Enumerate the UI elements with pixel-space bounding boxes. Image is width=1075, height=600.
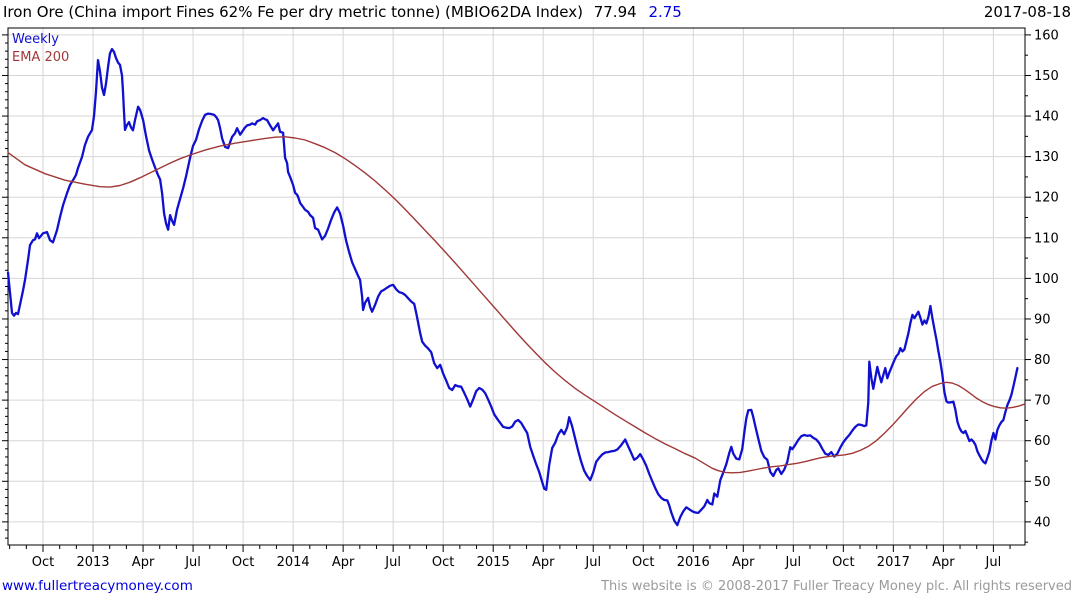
- ema-line: [7, 136, 1026, 474]
- plot-border: [7, 27, 1026, 546]
- x-tick-label: Oct: [432, 555, 454, 570]
- x-tick-label: Jul: [784, 555, 801, 570]
- y-tick-label: 80: [1034, 353, 1051, 368]
- x-tick-label: 2016: [677, 555, 710, 570]
- y-tick-label: 70: [1034, 394, 1051, 409]
- x-tick-label: Oct: [232, 555, 254, 570]
- last-price: 77.94: [593, 3, 637, 21]
- y-tick-label: 120: [1034, 191, 1059, 206]
- x-tick-label: Apr: [532, 555, 555, 570]
- x-tick-label: Jul: [184, 555, 201, 570]
- x-tick-label: Oct: [832, 555, 854, 570]
- y-tick-label: 150: [1034, 69, 1059, 84]
- legend-ema-series: EMA 200: [12, 50, 70, 65]
- x-tick-label: Apr: [332, 555, 355, 570]
- x-tick-label: Apr: [932, 555, 955, 570]
- x-tick-label: Jul: [584, 555, 601, 570]
- legend-weekly-series: Weekly: [12, 32, 59, 47]
- x-tick-label: 2013: [76, 555, 109, 570]
- y-tick-label: 110: [1034, 231, 1059, 246]
- x-tick-label: Oct: [632, 555, 654, 570]
- y-tick-label: 50: [1034, 475, 1051, 490]
- y-tick-label: 160: [1034, 28, 1059, 43]
- x-tick-label: 2017: [877, 555, 910, 570]
- x-tick-label: Jul: [985, 555, 1002, 570]
- y-tick-label: 130: [1034, 150, 1059, 165]
- copyright-text: This website is © 2008-2017 Fuller Treac…: [601, 579, 1072, 594]
- chart-title: Iron Ore (China import Fines 62% Fe per …: [3, 3, 1072, 21]
- x-tick-label: Apr: [732, 555, 755, 570]
- y-tick-label: 40: [1034, 515, 1051, 530]
- instrument-name: Iron Ore (China import Fines 62% Fe per …: [3, 3, 583, 21]
- website-link[interactable]: www.fullertreacymoney.com: [2, 578, 193, 594]
- y-tick-label: 140: [1034, 110, 1059, 125]
- y-tick-label: 100: [1034, 272, 1059, 287]
- x-tick-label: 2015: [477, 555, 510, 570]
- price-line: [6, 47, 1019, 527]
- y-tick-label: 60: [1034, 434, 1051, 449]
- x-tick-label: Jul: [384, 555, 401, 570]
- x-tick-label: Apr: [132, 555, 155, 570]
- x-tick-label: 2014: [277, 555, 310, 570]
- price-change: 2.75: [648, 3, 682, 21]
- y-tick-label: 90: [1034, 312, 1051, 327]
- legend: Weekly EMA 200: [12, 31, 69, 67]
- as-of-date: 2017-08-18: [983, 3, 1071, 21]
- x-tick-label: Oct: [32, 555, 54, 570]
